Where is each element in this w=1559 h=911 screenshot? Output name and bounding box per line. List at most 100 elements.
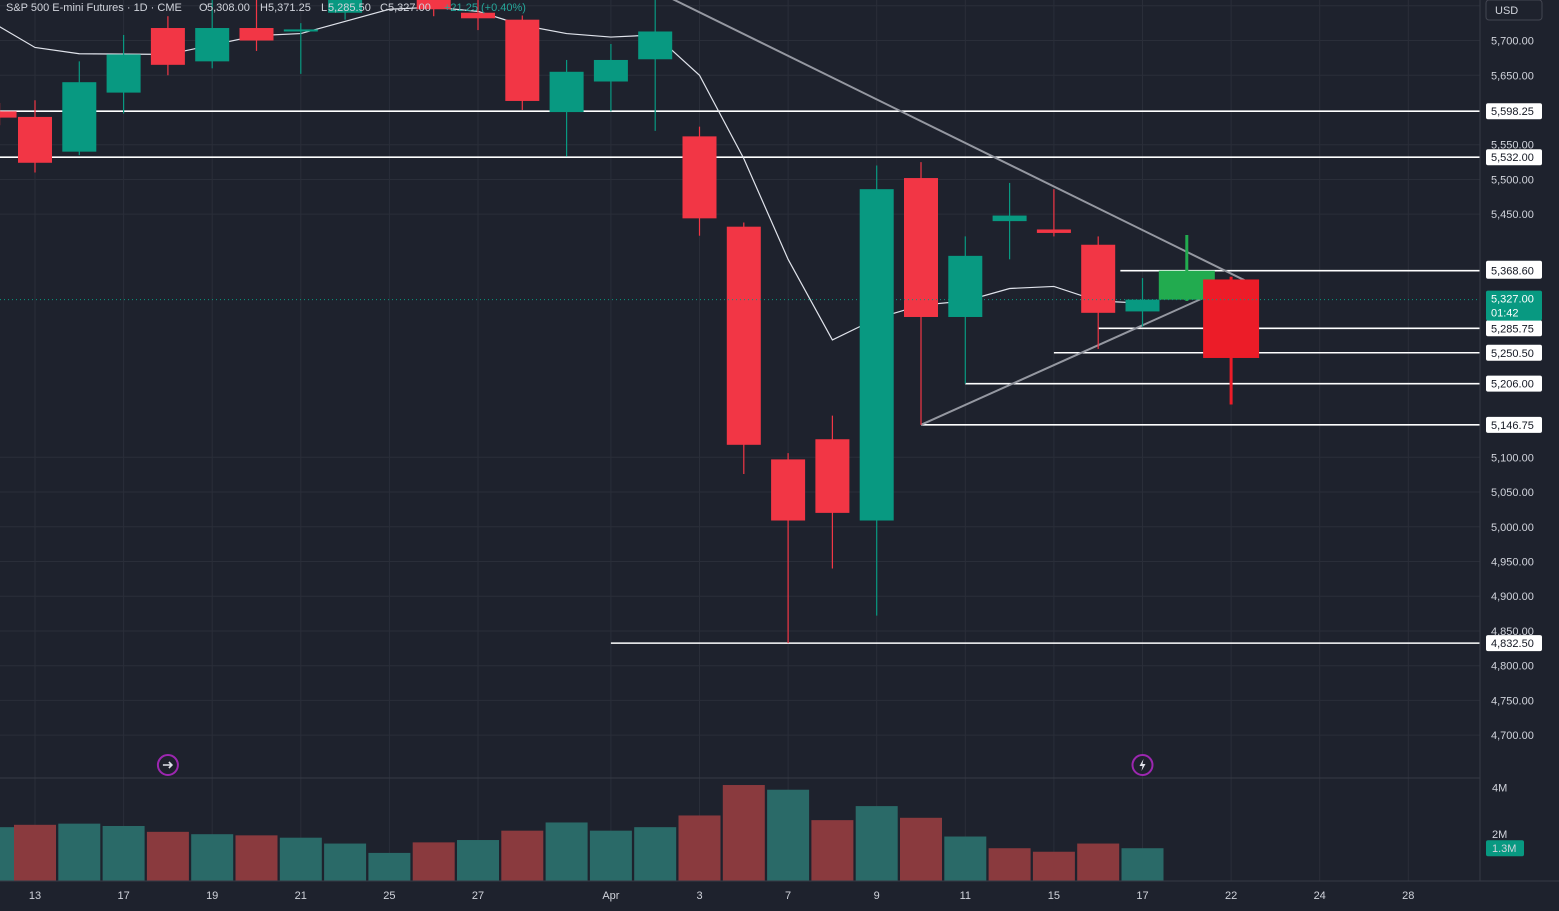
volume-axis-label: 2M [1492, 829, 1507, 841]
candle-body [771, 459, 806, 521]
volume-bar [368, 852, 411, 881]
y-tick-label: 4,700.00 [1491, 730, 1534, 742]
candle-body [904, 178, 938, 317]
x-tick-label: 15 [1048, 890, 1060, 902]
level-badge [1486, 375, 1542, 392]
level-badge [1486, 416, 1542, 433]
level-price-label: 5,206.00 [1491, 379, 1534, 391]
trendline[interactable] [655, 0, 1245, 282]
candle-body [815, 439, 850, 513]
candle-body [1125, 299, 1160, 312]
volume-bar [722, 785, 765, 881]
volume-bar [900, 817, 942, 881]
level-price-label: 5,598.25 [1491, 106, 1534, 118]
level-badge [1486, 320, 1542, 337]
candle-body [328, 0, 363, 13]
x-tick-label: 27 [472, 890, 484, 902]
candle-body [682, 136, 717, 219]
volume-bar [191, 834, 234, 881]
y-tick-label: 4,950.00 [1491, 557, 1534, 569]
volume-bar [634, 827, 677, 881]
volume-bar [1032, 851, 1075, 881]
candle-body [948, 255, 983, 317]
volume-bar [589, 830, 632, 881]
change-value: +21.25 (+0.40%) [444, 2, 526, 14]
candle-body [0, 111, 17, 118]
candle-body [638, 31, 673, 60]
volume-bar [855, 806, 898, 881]
volume-bar [545, 822, 588, 881]
x-tick-label: 28 [1402, 890, 1414, 902]
candle-body [505, 19, 540, 101]
last-price-badge [1486, 290, 1542, 321]
event-markers[interactable] [156, 754, 1154, 776]
trendline[interactable] [920, 278, 1245, 426]
candle-body [18, 116, 52, 163]
candle-body [283, 29, 318, 32]
trendlines[interactable] [655, 0, 1245, 426]
y-tick-label: 5,000.00 [1491, 522, 1534, 534]
high-value: 5,371.25 [268, 2, 311, 14]
level-badge [1486, 149, 1542, 166]
level-price-label: 5,285.75 [1491, 323, 1534, 335]
horizontal-levels[interactable] [0, 110, 1480, 644]
arrow-circle-icon[interactable] [156, 754, 179, 776]
open-label: O [199, 2, 208, 14]
level-price-label: 5,368.60 [1491, 266, 1534, 278]
y-tick-label: 4,800.00 [1491, 661, 1534, 673]
level-price-label: 5,532.00 [1491, 152, 1534, 164]
volume-bar [457, 840, 499, 881]
volume-last-label: 1.3M [1492, 843, 1516, 855]
close-value: 5,327.00 [388, 2, 431, 14]
x-tick-label: 9 [874, 890, 880, 902]
y-tick-label: 4,850.00 [1491, 626, 1534, 638]
volume-bar [146, 831, 189, 881]
currency-button[interactable]: USD [1485, 0, 1543, 21]
volume-bar [988, 848, 1031, 881]
level-badge [1486, 635, 1542, 652]
y-tick-label: 4,900.00 [1491, 591, 1534, 603]
last-price-label: 5,327.00 [1491, 294, 1534, 306]
x-tick-label: 22 [1225, 890, 1237, 902]
candle-body [416, 0, 451, 10]
candle-body [62, 82, 97, 152]
y-tick-label: 5,550.00 [1491, 140, 1534, 152]
y-tick-label: 5,050.00 [1491, 487, 1534, 499]
legend-header: S&P 500 E-mini Futures · 1D · CME O 5,30… [6, 2, 526, 14]
candle-body [1036, 229, 1071, 233]
volume-bar [1077, 843, 1120, 881]
x-tick-label: 24 [1314, 890, 1326, 902]
x-tick-label: Apr [602, 890, 619, 902]
candles [0, 0, 1260, 644]
x-tick-label: 21 [295, 890, 307, 902]
high-label: H [260, 2, 268, 14]
x-tick-label: 13 [29, 890, 41, 902]
x-tick-label: 19 [206, 890, 218, 902]
x-tick-label: 7 [785, 890, 791, 902]
low-value: 5,285.50 [328, 2, 371, 14]
lightning-circle-icon[interactable] [1131, 754, 1154, 776]
volume-bars [0, 785, 1164, 881]
level-badge [1486, 262, 1542, 279]
x-tick-label: 3 [696, 890, 702, 902]
y-tick-label: 4,750.00 [1491, 695, 1534, 707]
volume-bar [412, 842, 455, 881]
arrow-glyph [162, 761, 174, 769]
lightning-glyph [1139, 759, 1146, 771]
y-tick-label: 5,450.00 [1491, 209, 1534, 221]
volume-bar [324, 843, 367, 881]
level-badge [1486, 344, 1542, 361]
volume-last-badge [1486, 840, 1524, 857]
volume-bar [235, 835, 278, 881]
candle-body [150, 28, 185, 65]
volume-bar [279, 837, 322, 881]
volume-bar [944, 836, 987, 881]
candle-body [461, 12, 495, 19]
volume-bar [102, 825, 145, 881]
volume-bar [501, 830, 544, 881]
y-tick-label: 5,650.00 [1491, 70, 1534, 82]
level-price-label: 4,832.50 [1491, 638, 1534, 650]
